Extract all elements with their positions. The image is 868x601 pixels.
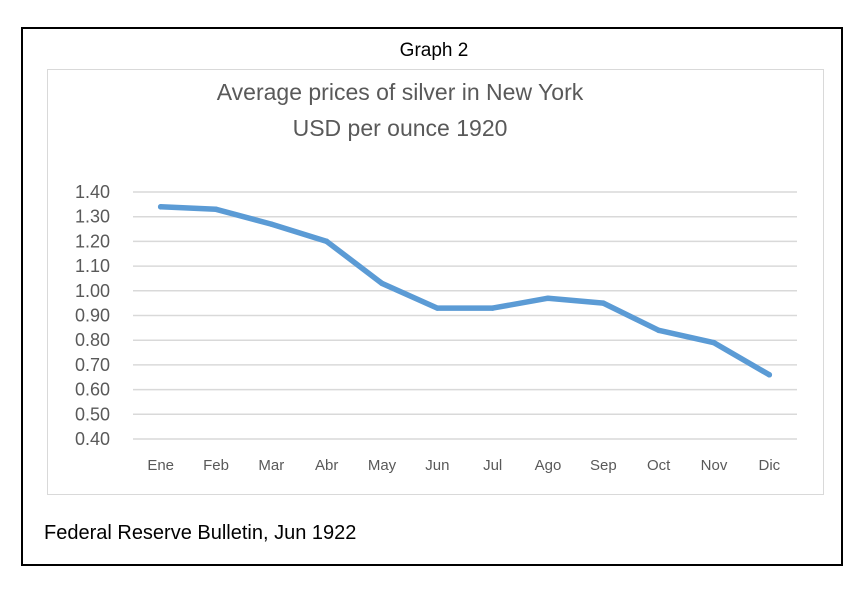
y-axis-ticks: 1.40 1.30 1.20 1.10 1.00 0.90 0.80 0.70 0.60 0.50… <box>75 182 110 449</box>
y-tick-label: 1.10 <box>75 256 110 276</box>
x-tick-label: Feb <box>203 457 229 474</box>
chart-subtitle: USD per ounce 1920 <box>292 115 508 141</box>
x-tick-label: Abr <box>315 457 338 474</box>
figure-frame <box>21 27 843 566</box>
y-tick-label: 0.70 <box>75 355 110 375</box>
x-tick-label: Ene <box>147 457 174 474</box>
x-tick-label: Sep <box>590 457 617 474</box>
data-point <box>268 221 275 227</box>
data-point <box>545 295 551 301</box>
x-tick-label: Nov <box>701 457 728 474</box>
y-tick-label: 0.40 <box>75 429 110 449</box>
x-tick-label: Ago <box>535 457 562 474</box>
gridlines <box>133 191 797 440</box>
data-point <box>600 300 607 306</box>
data-point <box>711 339 717 346</box>
data-point <box>655 327 662 334</box>
x-tick-label: Mar <box>258 457 284 474</box>
data-point <box>213 206 219 213</box>
data-point <box>489 305 496 311</box>
chart-title: Average prices of silver in New York <box>216 79 584 105</box>
source-note: Federal Reserve Bulletin, Jun 1922 <box>44 522 357 544</box>
y-tick-label: 0.60 <box>75 380 110 400</box>
x-tick-label: Oct <box>647 457 671 474</box>
data-point <box>434 305 441 311</box>
graph-label: Graph 2 <box>399 40 469 61</box>
data-point <box>323 238 330 245</box>
x-tick-label: Jul <box>483 457 502 474</box>
y-tick-label: 1.30 <box>75 207 110 227</box>
chart-area <box>47 69 824 495</box>
series-line <box>157 204 773 378</box>
y-tick-label: 1.40 <box>75 182 110 202</box>
y-tick-label: 0.90 <box>75 306 110 326</box>
data-point <box>379 280 385 287</box>
data-point <box>766 372 773 378</box>
series-group <box>157 204 773 378</box>
y-tick-label: 1.00 <box>75 281 110 301</box>
y-tick-label: 0.50 <box>75 404 110 424</box>
x-axis-ticks: Ene Feb Mar Abr May Jun Jul Ago Sep Oct Nov Dic <box>147 457 780 474</box>
x-tick-label: Dic <box>758 457 780 474</box>
x-tick-label: May <box>368 457 397 474</box>
y-tick-label: 0.80 <box>75 330 110 350</box>
x-tick-label: Jun <box>425 457 449 474</box>
y-tick-label: 1.20 <box>75 231 110 251</box>
data-point <box>157 204 164 210</box>
